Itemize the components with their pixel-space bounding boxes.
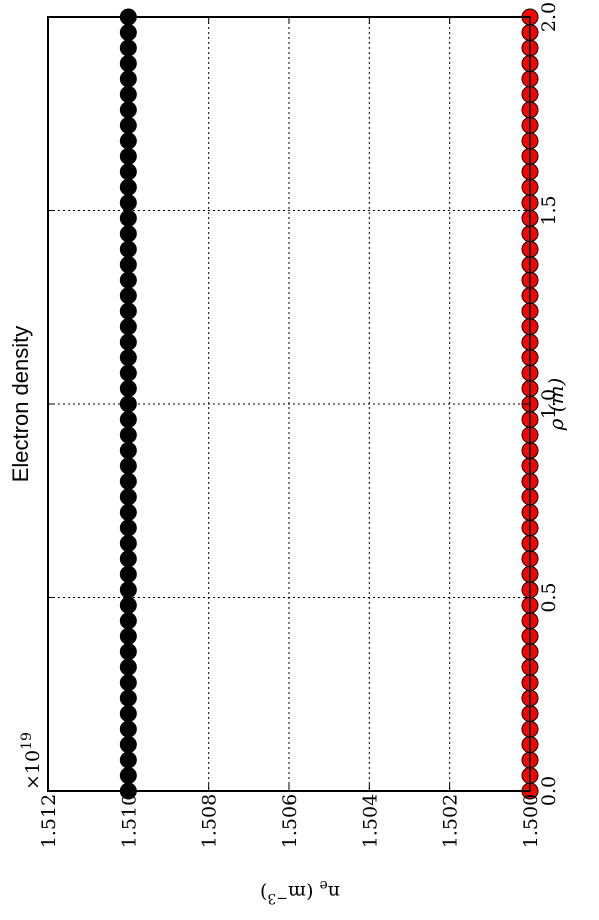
series-1-point [119, 302, 137, 320]
series-1-point [119, 287, 137, 305]
series-1-point [119, 612, 137, 630]
tick-labels: 0.0 0.5 1.0 1.5 2.0 1.500 1.502 1.504 1.506 1.508… [38, 2, 560, 848]
data-markers [119, 8, 539, 800]
y-label-close: ) [260, 881, 267, 903]
y-axis-label: ne (m−3) [260, 877, 340, 906]
series-1-point [119, 426, 137, 444]
y-label-main: n [328, 881, 340, 903]
y-label-sup: −3 [267, 890, 288, 906]
series-1-point [119, 318, 137, 336]
series-1-point [119, 751, 137, 769]
series-1-point [119, 225, 137, 243]
series-1-point [119, 534, 137, 552]
series-1-point [119, 349, 137, 367]
series-1-point [119, 565, 137, 583]
series-1-point [119, 503, 137, 521]
x-tick-label: 1.0 [538, 389, 560, 419]
series-1-point [119, 441, 137, 459]
series-1-point [119, 147, 137, 165]
multiplier-label: ×1019 [19, 732, 44, 790]
y-tick-label: 1.500 [520, 794, 542, 848]
x-tick-label: 1.5 [538, 195, 560, 225]
x-tick-label: 2.0 [538, 2, 560, 32]
series-1-point [119, 380, 137, 398]
series-1-point [119, 209, 137, 227]
series-1-point [119, 39, 137, 57]
series-1-point [119, 23, 137, 41]
series-1-point [119, 364, 137, 382]
series-1-point [119, 674, 137, 692]
series-1-point [119, 457, 137, 475]
tick-marks [47, 16, 531, 792]
y-tick-label: 1.512 [38, 794, 60, 848]
series-1-point [119, 410, 137, 428]
svg-text:×1019: ×1019 [19, 732, 44, 790]
series-1-point [119, 116, 137, 134]
y-label-open: (m [288, 881, 319, 903]
series-1-point [119, 581, 137, 599]
series-1-point [119, 132, 137, 150]
x-axis-label: ρ (m) [544, 378, 568, 432]
y-tick-label: 1.506 [279, 794, 301, 848]
series-1-point [119, 689, 137, 707]
y-tick-label: 1.510 [118, 794, 140, 848]
svg-text:ρ (m): ρ (m) [544, 378, 568, 432]
series-1-point [119, 643, 137, 661]
series-1-point [119, 54, 137, 72]
series-1-point [119, 519, 137, 537]
x-tick-label: 0.5 [538, 582, 560, 612]
series-1-point [119, 85, 137, 103]
multiplier-exponent: 19 [19, 732, 35, 750]
series-1-point [119, 720, 137, 738]
series-1-point [119, 101, 137, 119]
y-tick-label: 1.504 [359, 794, 381, 848]
series-1-point [119, 395, 137, 413]
series-1-point [119, 163, 137, 181]
multiplier-base: ×10 [22, 750, 44, 790]
series-1-point [119, 736, 137, 754]
series-1-point [119, 767, 137, 785]
series-1-point [119, 472, 137, 490]
y-tick-label: 1.502 [440, 794, 462, 848]
series-1-point [119, 256, 137, 274]
series-1-point [119, 488, 137, 506]
series-1-point [119, 240, 137, 258]
series-1-point [119, 194, 137, 212]
series-1-point [119, 550, 137, 568]
series-1-point [119, 596, 137, 614]
series-1-point [119, 178, 137, 196]
series-1-point [119, 70, 137, 88]
y-tick-label: 1.508 [199, 794, 221, 848]
x-tick-label: 0.0 [538, 776, 560, 806]
svg-text:ne (m−3): ne (m−3) [260, 877, 340, 906]
chart-title: Electron density [8, 326, 33, 483]
series-1-point [119, 705, 137, 723]
series-1-point [119, 627, 137, 645]
y-label-sub: e [319, 877, 327, 893]
series-1-point [119, 271, 137, 289]
series-1-point [119, 333, 137, 351]
series-1-point [119, 658, 137, 676]
